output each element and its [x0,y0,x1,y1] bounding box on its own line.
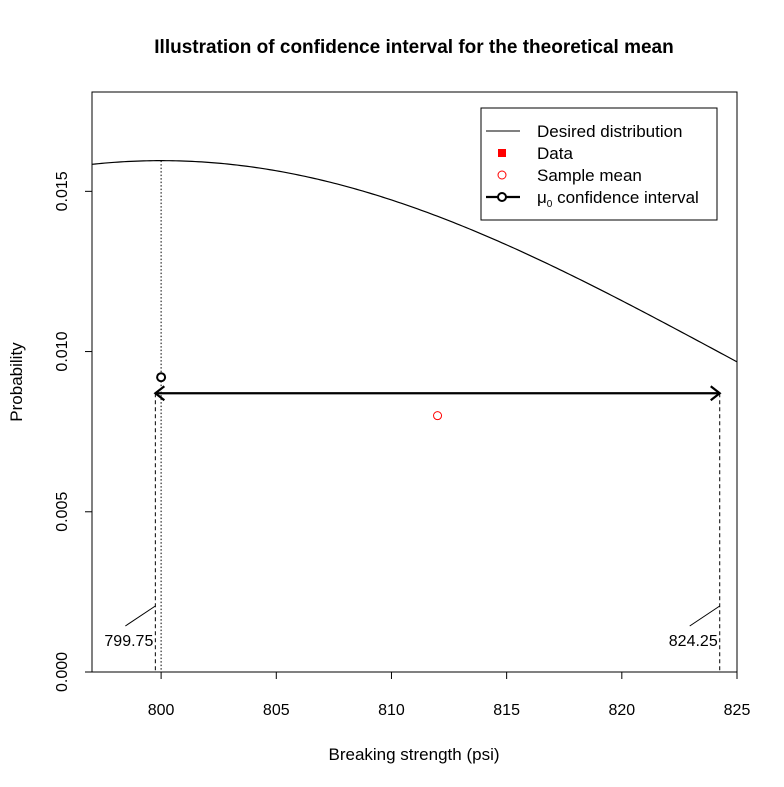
y-axis: 0.000 0.005 0.010 0.015 [54,171,92,692]
ci-upper-label: 824.25 [669,633,718,650]
legend-label-sample-mean: Sample mean [537,166,642,185]
plot-frame [91,91,738,673]
x-tick-label-0: 800 [148,702,175,719]
x-tick-label-3: 815 [493,702,520,719]
ci-arrow-head-right [710,385,722,402]
legend-label-ci: μ0 confidence interval [537,188,699,210]
ci-upper-leader [689,605,721,627]
legend-label-data: Data [537,144,573,163]
chart-title: Illustration of confidence interval for … [154,37,673,58]
legend-square-symbol [498,149,506,157]
y-tick-label-2: 0.010 [54,331,71,371]
y-tick-label-1: 0.005 [54,492,71,532]
ci-lower-leader [125,605,156,627]
y-tick-label-0: 0.000 [54,652,71,692]
ci-lower-label: 799.75 [104,633,153,650]
legend-label-ci-subscript: 0 [547,199,553,210]
legend-ci-circle-symbol [497,192,507,202]
x-tick-label-1: 805 [263,702,290,719]
x-axis: 800 805 810 815 820 825 [148,672,751,719]
legend-label-ci-mu: μ [537,188,547,207]
chart-marks: 799.75 824.25 [91,160,738,672]
mu0-point [156,372,167,383]
legend-label-distribution: Desired distribution [537,122,683,141]
legend-label-ci-rest: confidence interval [552,188,698,207]
sample-mean-point [433,411,443,421]
x-axis-label: Breaking strength (psi) [328,745,499,764]
legend-circle-symbol [497,170,507,180]
legend-box [480,107,718,221]
y-axis-label: Probability [7,342,26,422]
ci-arrow-head-left [153,385,166,402]
y-tick-label-3: 0.015 [54,171,71,211]
legend: Desired distribution Data Sample mean μ0… [480,107,718,221]
distribution-curve [91,160,738,363]
x-tick-label-5: 825 [724,702,751,719]
x-tick-label-2: 810 [378,702,405,719]
x-tick-label-4: 820 [608,702,635,719]
